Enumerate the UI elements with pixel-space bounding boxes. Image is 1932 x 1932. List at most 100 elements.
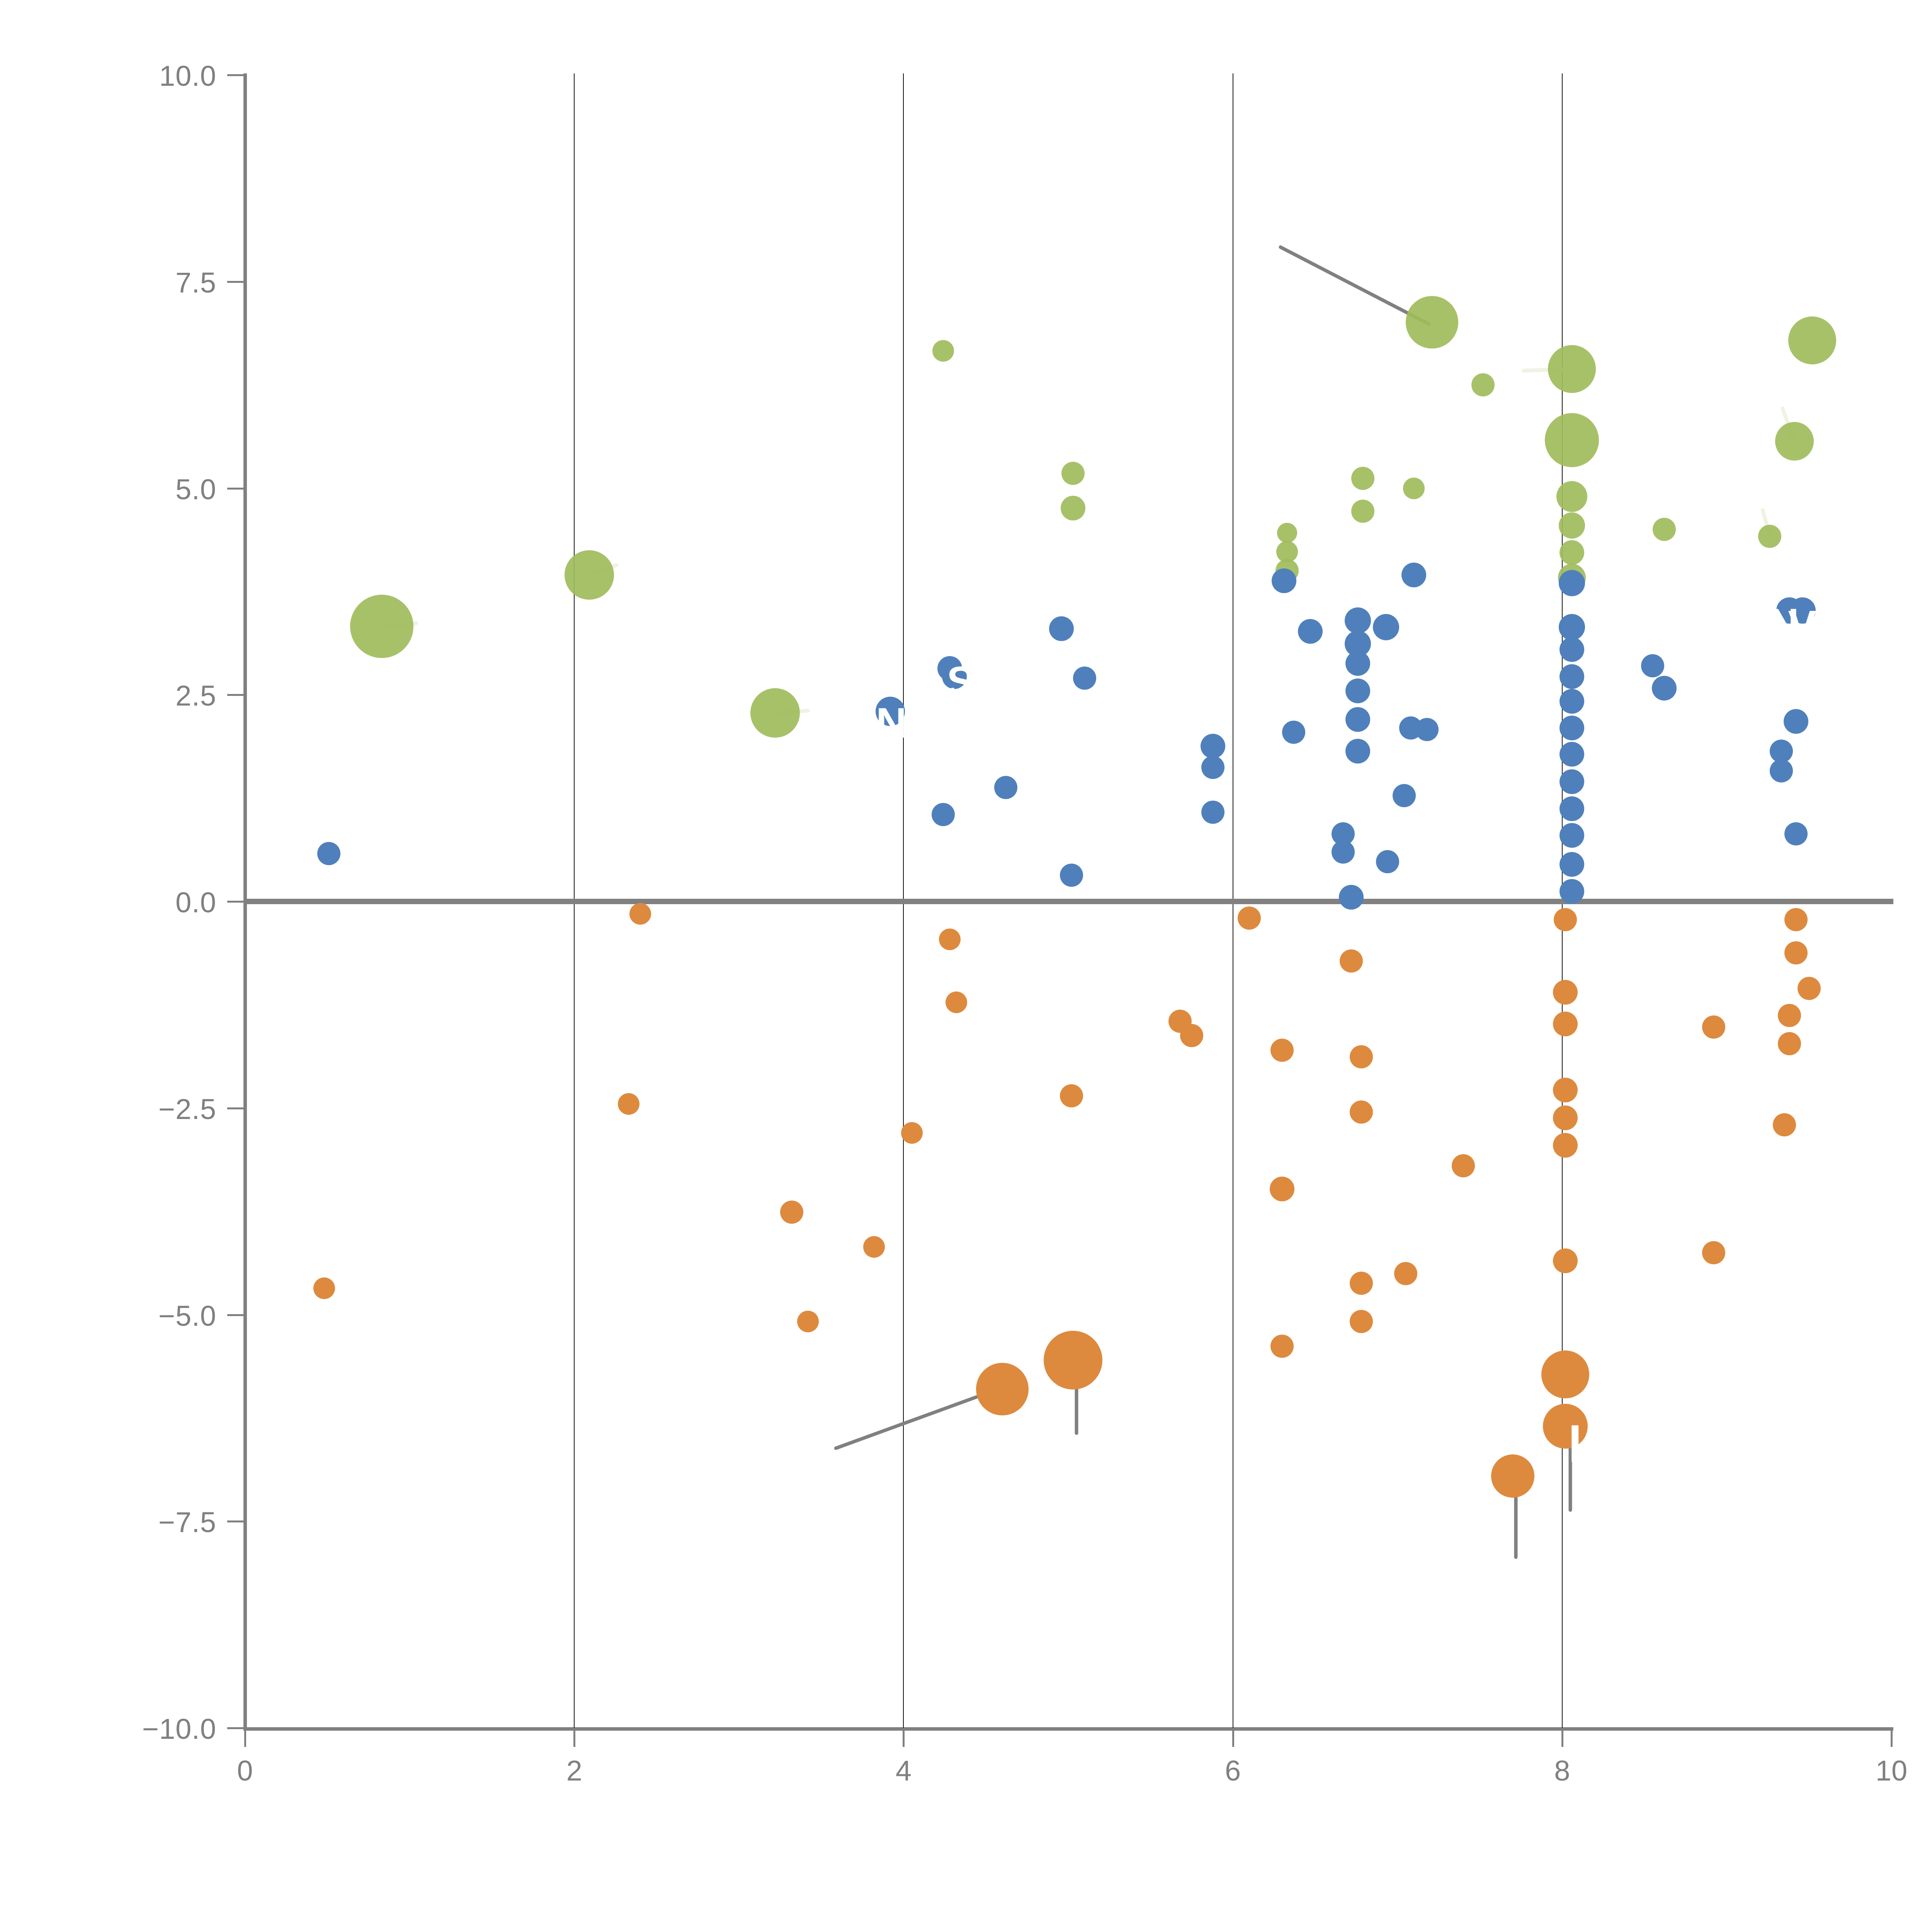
data-point[interactable] xyxy=(1061,495,1086,520)
data-point[interactable] xyxy=(1553,1105,1578,1131)
data-point[interactable] xyxy=(1345,738,1371,764)
data-point[interactable] xyxy=(1271,568,1296,594)
data-point[interactable] xyxy=(750,688,800,738)
data-point[interactable] xyxy=(1351,500,1375,523)
data-point[interactable] xyxy=(1044,1331,1103,1390)
data-point[interactable] xyxy=(1541,1350,1590,1398)
data-point[interactable] xyxy=(1049,616,1074,641)
data-point[interactable] xyxy=(1340,949,1363,973)
data-point[interactable] xyxy=(1560,769,1585,794)
data-point[interactable] xyxy=(1559,570,1585,597)
data-point[interactable] xyxy=(1769,739,1793,763)
data-point[interactable] xyxy=(1351,466,1375,490)
data-point[interactable] xyxy=(1560,540,1585,565)
data-point[interactable] xyxy=(1560,742,1585,767)
data-point[interactable] xyxy=(1392,784,1416,808)
data-point[interactable] xyxy=(1201,800,1225,824)
data-point[interactable] xyxy=(1560,715,1585,740)
data-point[interactable] xyxy=(1784,941,1808,964)
data-point[interactable] xyxy=(1769,759,1793,783)
data-point[interactable] xyxy=(1415,718,1439,742)
data-point[interactable] xyxy=(1201,756,1225,779)
data-point[interactable] xyxy=(1784,908,1808,932)
data-point[interactable] xyxy=(1560,796,1585,821)
data-point[interactable] xyxy=(1559,512,1585,539)
data-point[interactable] xyxy=(313,1277,335,1299)
data-point[interactable] xyxy=(1651,676,1677,701)
data-point[interactable] xyxy=(350,594,413,658)
data-point[interactable] xyxy=(1702,1241,1725,1265)
data-point[interactable] xyxy=(1394,1262,1417,1285)
data-point[interactable] xyxy=(1332,840,1355,864)
data-point[interactable] xyxy=(1238,906,1261,930)
data-point[interactable] xyxy=(1652,518,1676,541)
data-point[interactable] xyxy=(1349,1045,1373,1069)
data-point[interactable] xyxy=(317,842,341,865)
data-point[interactable] xyxy=(1372,614,1399,640)
data-point[interactable] xyxy=(1560,664,1585,689)
data-point[interactable] xyxy=(876,697,905,726)
data-point[interactable] xyxy=(863,1236,885,1258)
data-point[interactable] xyxy=(1758,524,1781,548)
data-point[interactable] xyxy=(1345,678,1371,703)
data-point[interactable] xyxy=(1401,563,1427,588)
data-point[interactable] xyxy=(1282,720,1306,744)
data-point[interactable] xyxy=(994,776,1017,799)
data-point[interactable] xyxy=(1788,316,1837,364)
data-point[interactable] xyxy=(1553,1077,1578,1102)
data-point[interactable] xyxy=(1376,850,1400,874)
data-point[interactable] xyxy=(1345,651,1371,676)
data-point[interactable] xyxy=(1276,541,1298,563)
data-point[interactable] xyxy=(1406,296,1459,349)
data-point[interactable] xyxy=(617,1093,639,1115)
data-point[interactable] xyxy=(564,550,614,600)
data-point[interactable] xyxy=(1403,477,1425,499)
data-point[interactable] xyxy=(1554,908,1577,932)
data-point[interactable] xyxy=(1553,1011,1578,1036)
data-point[interactable] xyxy=(1349,1310,1373,1333)
data-point[interactable] xyxy=(1061,461,1085,485)
data-point[interactable] xyxy=(1270,1039,1294,1062)
data-point[interactable] xyxy=(1270,1334,1294,1358)
data-point[interactable] xyxy=(780,1201,803,1224)
data-point[interactable] xyxy=(1345,607,1371,634)
data-point[interactable] xyxy=(1201,733,1226,759)
data-point[interactable] xyxy=(1298,619,1323,644)
data-point[interactable] xyxy=(1491,1454,1534,1498)
data-point[interactable] xyxy=(1548,345,1596,393)
data-point[interactable] xyxy=(1471,373,1495,397)
data-point[interactable] xyxy=(1777,1004,1801,1027)
data-point[interactable] xyxy=(931,803,955,827)
data-point[interactable] xyxy=(1545,413,1599,468)
data-point[interactable] xyxy=(1060,863,1083,887)
data-point[interactable] xyxy=(1775,422,1814,461)
data-point[interactable] xyxy=(629,903,651,925)
data-point[interactable] xyxy=(1560,852,1585,877)
data-point[interactable] xyxy=(1553,1133,1578,1158)
data-point[interactable] xyxy=(1452,1154,1475,1178)
data-point[interactable] xyxy=(932,340,954,362)
data-point[interactable] xyxy=(1339,885,1364,910)
data-point[interactable] xyxy=(1277,523,1298,543)
data-point[interactable] xyxy=(1783,709,1808,734)
data-point[interactable] xyxy=(1073,667,1097,690)
data-point[interactable] xyxy=(1560,637,1585,662)
data-point[interactable] xyxy=(1553,980,1578,1005)
data-point[interactable] xyxy=(1553,1248,1578,1274)
data-point[interactable] xyxy=(1345,707,1371,732)
data-point[interactable] xyxy=(1349,1272,1373,1295)
data-point[interactable] xyxy=(1784,822,1808,845)
data-point[interactable] xyxy=(797,1310,819,1332)
data-point[interactable] xyxy=(945,991,967,1013)
data-point[interactable] xyxy=(1641,654,1665,678)
data-point[interactable] xyxy=(1543,1404,1588,1449)
data-point[interactable] xyxy=(1560,823,1585,848)
data-point[interactable] xyxy=(1180,1024,1204,1047)
data-point[interactable] xyxy=(1560,689,1585,714)
data-point[interactable] xyxy=(942,664,967,689)
data-point[interactable] xyxy=(1702,1015,1725,1039)
data-point[interactable] xyxy=(901,1122,923,1144)
data-point[interactable] xyxy=(976,1363,1029,1415)
data-point[interactable] xyxy=(1789,597,1816,624)
data-point[interactable] xyxy=(1777,1032,1801,1055)
